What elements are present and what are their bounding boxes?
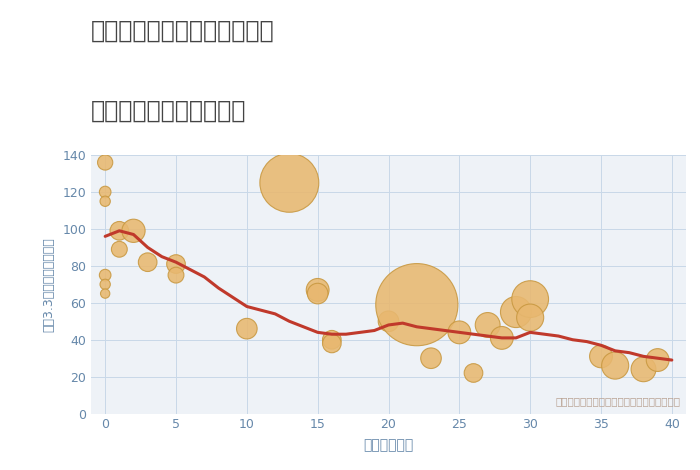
Point	[482, 321, 493, 329]
Point	[496, 334, 507, 342]
Point	[426, 354, 437, 362]
X-axis label: 築年数（年）: 築年数（年）	[363, 439, 414, 453]
Point	[284, 179, 295, 187]
Point	[411, 301, 422, 308]
Point	[652, 356, 664, 364]
Point	[468, 369, 479, 377]
Point	[383, 318, 394, 325]
Point	[326, 340, 337, 347]
Point	[99, 271, 111, 279]
Point	[170, 260, 181, 268]
Point	[99, 159, 111, 166]
Point	[99, 281, 111, 288]
Point	[113, 227, 125, 235]
Point	[638, 366, 649, 373]
Point	[312, 290, 323, 298]
Point	[524, 314, 536, 321]
Point	[241, 325, 253, 332]
Point	[454, 329, 465, 336]
Point	[524, 295, 536, 303]
Point	[326, 336, 337, 344]
Y-axis label: 坪（3.3㎡）単価（万円）: 坪（3.3㎡）単価（万円）	[42, 237, 55, 332]
Text: 築年数別中古戸建て価格: 築年数別中古戸建て価格	[91, 99, 246, 123]
Point	[99, 290, 111, 298]
Point	[596, 352, 607, 360]
Text: 円の大きさは、取引のあった物件面積を示す: 円の大きさは、取引のあった物件面積を示す	[555, 396, 680, 406]
Point	[510, 308, 522, 316]
Point	[610, 362, 621, 369]
Point	[142, 258, 153, 266]
Point	[113, 245, 125, 253]
Text: 兵庫県三田市つつじが丘南の: 兵庫県三田市つつじが丘南の	[91, 19, 274, 43]
Point	[99, 188, 111, 196]
Point	[170, 271, 181, 279]
Point	[128, 227, 139, 235]
Point	[99, 197, 111, 205]
Point	[312, 286, 323, 294]
